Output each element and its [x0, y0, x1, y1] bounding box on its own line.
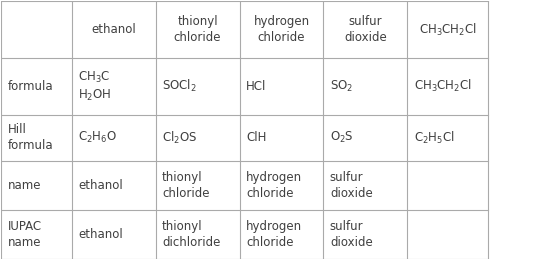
Text: CH$_3$C
H$_2$OH: CH$_3$C H$_2$OH — [78, 69, 112, 103]
Text: hydrogen
chloride: hydrogen chloride — [254, 15, 310, 44]
Text: hydrogen
chloride: hydrogen chloride — [246, 220, 302, 249]
Text: IUPAC
name: IUPAC name — [8, 220, 42, 249]
Text: CH$_3$CH$_2$Cl: CH$_3$CH$_2$Cl — [414, 78, 472, 94]
Text: C$_2$H$_5$Cl: C$_2$H$_5$Cl — [414, 130, 455, 146]
Text: CH$_3$CH$_2$Cl: CH$_3$CH$_2$Cl — [419, 22, 477, 38]
Text: thionyl
chloride: thionyl chloride — [174, 15, 221, 44]
Text: HCl: HCl — [246, 80, 267, 93]
Text: name: name — [8, 179, 41, 192]
Text: formula: formula — [8, 80, 53, 93]
Text: thionyl
chloride: thionyl chloride — [162, 171, 209, 200]
Text: ethanol: ethanol — [91, 23, 136, 36]
Text: sulfur
dioxide: sulfur dioxide — [344, 15, 387, 44]
Text: ethanol: ethanol — [78, 228, 123, 241]
Text: SOCl$_2$: SOCl$_2$ — [162, 78, 197, 94]
Text: ethanol: ethanol — [78, 179, 123, 192]
Text: ClH: ClH — [246, 131, 267, 144]
Text: Cl$_2$OS: Cl$_2$OS — [162, 130, 197, 146]
Text: sulfur
dioxide: sulfur dioxide — [330, 220, 373, 249]
Text: SO$_2$: SO$_2$ — [330, 79, 353, 94]
Text: thionyl
dichloride: thionyl dichloride — [162, 220, 220, 249]
Text: C$_2$H$_6$O: C$_2$H$_6$O — [78, 130, 118, 145]
Text: Hill
formula: Hill formula — [8, 123, 53, 152]
Text: sulfur
dioxide: sulfur dioxide — [330, 171, 373, 200]
Text: O$_2$S: O$_2$S — [330, 130, 354, 145]
Text: hydrogen
chloride: hydrogen chloride — [246, 171, 302, 200]
